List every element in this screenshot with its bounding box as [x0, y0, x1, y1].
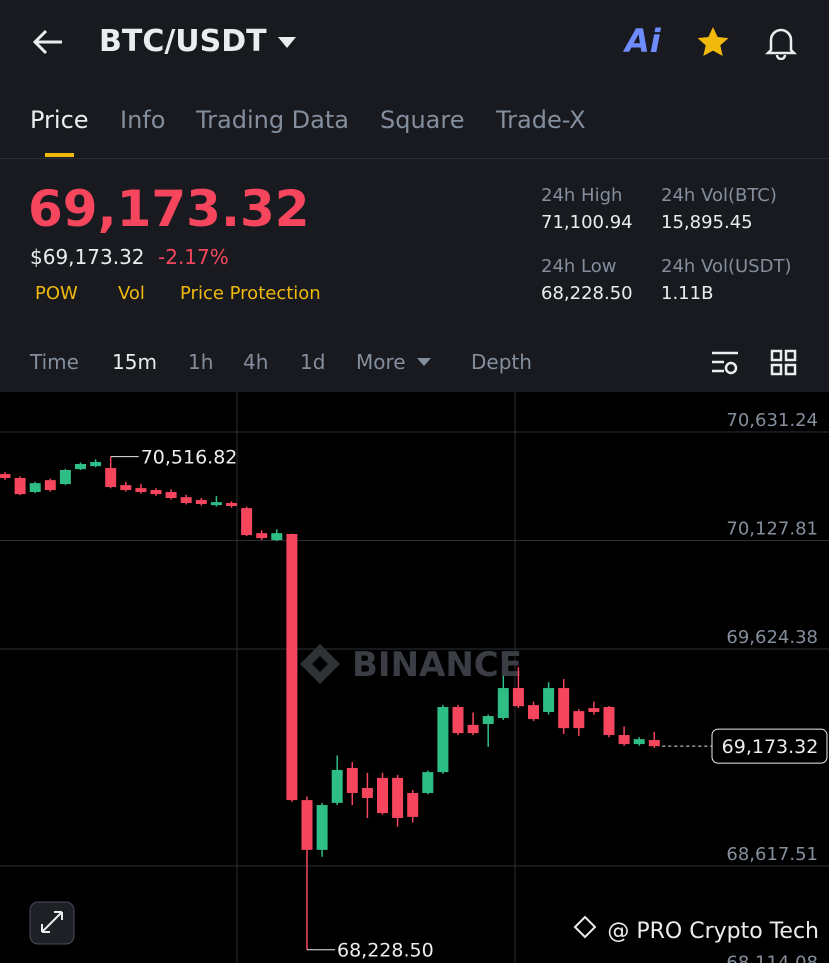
stat-label: 24h Low	[541, 256, 617, 277]
candle-body	[422, 772, 434, 793]
interval[interactable]: 1d	[300, 350, 326, 374]
tab[interactable]: Price	[30, 106, 89, 134]
candle-body	[271, 533, 283, 541]
candle-body	[392, 777, 404, 818]
candle-body	[210, 502, 222, 506]
candle-body	[452, 707, 464, 734]
candle-body	[361, 788, 373, 798]
candle-body	[226, 502, 237, 506]
candle-body	[437, 707, 449, 773]
indicator-settings[interactable]	[709, 348, 741, 378]
candle-body	[120, 485, 132, 491]
candle-body	[528, 705, 539, 720]
interval[interactable]: More	[356, 350, 406, 374]
candle-body	[150, 490, 162, 495]
more-dropdown[interactable]	[416, 357, 432, 367]
interval[interactable]: Depth	[471, 350, 532, 374]
candle-body	[588, 708, 600, 712]
y-tick-label: 68,114.08	[726, 952, 818, 963]
candle-body	[195, 499, 207, 505]
tag[interactable]: Price Protection	[180, 283, 321, 304]
tag[interactable]: POW	[35, 283, 78, 304]
divider	[0, 158, 829, 159]
tab[interactable]: Trading Data	[196, 106, 349, 134]
candle-body	[90, 462, 102, 467]
candle-body	[256, 533, 268, 539]
stat-value: 71,100.94	[541, 212, 633, 233]
candle-body	[135, 488, 147, 492]
candle-body	[467, 724, 479, 734]
alert-bell[interactable]	[763, 24, 799, 60]
y-tick-label: 70,631.24	[726, 410, 818, 431]
interval[interactable]: 1h	[188, 350, 214, 374]
credit: @ PRO Crypto Tech	[607, 919, 819, 944]
stat-label: 24h High	[541, 185, 623, 206]
tag[interactable]: Vol	[118, 283, 145, 304]
candle-body	[105, 468, 117, 488]
y-tick-label: 70,127.81	[726, 519, 818, 540]
favorite-star[interactable]	[695, 25, 731, 59]
candle-body	[603, 707, 615, 736]
interval[interactable]: 4h	[243, 350, 269, 374]
pair-title[interactable]: BTC/USDT	[99, 24, 267, 59]
candle-body	[648, 739, 660, 747]
usd-price: $69,173.32	[30, 245, 145, 269]
high-marker-label: 70,516.82	[141, 447, 238, 469]
candle-body	[75, 463, 86, 470]
watermark: BINANCE	[352, 645, 522, 685]
back-button[interactable]	[30, 26, 66, 58]
candle-body	[180, 497, 192, 503]
stat-label: 24h Vol(USDT)	[661, 256, 792, 277]
candle-body	[241, 508, 253, 536]
credit-logo	[573, 915, 597, 939]
candle-body	[618, 735, 630, 745]
fullscreen-icon	[41, 911, 63, 933]
last-price-box	[711, 728, 828, 764]
change-percent: -2.17%	[158, 245, 229, 269]
candle-body	[29, 483, 41, 492]
stat-value: 15,895.45	[661, 212, 753, 233]
last-price-label: 69,173.32	[722, 736, 819, 758]
candlestick-chart: BINANCE 70,631.24 70,127.81 69,624.38 68,61…	[0, 392, 829, 963]
tab[interactable]: Info	[120, 106, 166, 134]
layout-grid[interactable]	[770, 349, 798, 377]
candle-body	[497, 688, 509, 719]
candle-body	[286, 533, 298, 801]
tab[interactable]: Trade-X	[496, 106, 586, 134]
candle-body	[377, 777, 388, 814]
interval[interactable]: Time	[30, 350, 79, 374]
stat-value: 68,228.50	[541, 283, 633, 304]
candle-body	[331, 769, 343, 803]
low-marker-label: 68,228.50	[337, 940, 434, 962]
candle-body	[346, 767, 358, 793]
watermark-logo	[300, 644, 340, 684]
ai-button[interactable]: Ai	[625, 22, 661, 60]
candle-body	[558, 688, 570, 729]
candle-body	[512, 688, 524, 707]
candle-body	[543, 688, 555, 712]
candle-body	[316, 805, 328, 850]
tab-indicator	[45, 153, 74, 157]
candle-body	[573, 711, 585, 729]
y-tick-label: 69,624.38	[726, 627, 818, 648]
candle-body	[482, 716, 494, 725]
candle-body	[407, 792, 419, 817]
chart-background	[0, 392, 829, 963]
tab[interactable]: Square	[380, 106, 465, 134]
stat-label: 24h Vol(BTC)	[661, 185, 777, 206]
candle-body	[14, 477, 26, 495]
candle-body	[59, 470, 71, 485]
y-tick-label: 68,617.51	[726, 844, 818, 865]
stat-value: 1.11B	[661, 283, 714, 304]
candle-body	[44, 480, 56, 491]
last-price: 69,173.32	[28, 180, 310, 238]
candle-body	[165, 491, 177, 499]
candle-body	[301, 800, 313, 850]
pair-dropdown[interactable]	[277, 36, 297, 50]
interval[interactable]: 15m	[112, 350, 157, 374]
candle-body	[633, 739, 645, 745]
candle-body	[0, 474, 11, 478]
